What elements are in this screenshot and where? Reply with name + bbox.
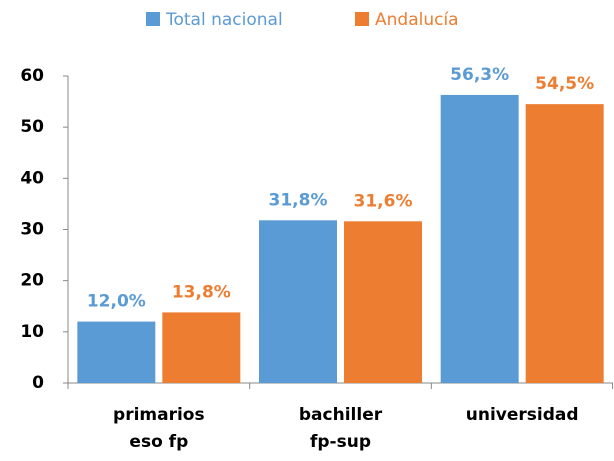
bar xyxy=(77,321,156,383)
y-tick-label: 20 xyxy=(20,271,44,291)
bar xyxy=(525,104,604,384)
value-label: 31,6% xyxy=(354,191,413,211)
y-tick-label: 60 xyxy=(20,66,44,86)
legend-label: Andalucía xyxy=(375,10,459,30)
y-tick-label: 30 xyxy=(20,220,44,240)
x-tick-label: eso fp xyxy=(129,432,188,452)
value-label: 54,5% xyxy=(535,74,594,94)
value-label: 31,8% xyxy=(269,190,328,210)
y-tick-label: 10 xyxy=(20,322,44,342)
y-tick-label: 50 xyxy=(20,117,44,137)
bar xyxy=(344,221,422,383)
x-tick-label: bachiller xyxy=(299,405,383,425)
value-label: 12,0% xyxy=(87,292,146,312)
bar xyxy=(259,220,337,383)
y-tick-label: 40 xyxy=(20,168,44,188)
bar xyxy=(440,94,519,383)
x-tick-label: universidad xyxy=(466,405,579,425)
value-label: 56,3% xyxy=(450,65,509,85)
x-tick-label: primarios xyxy=(113,405,205,425)
y-tick-label: 0 xyxy=(32,373,44,393)
bar xyxy=(162,312,241,383)
legend-swatch xyxy=(355,12,369,26)
legend-swatch xyxy=(146,12,160,26)
x-tick-label: fp-sup xyxy=(310,432,371,452)
value-label: 13,8% xyxy=(172,282,231,302)
legend-label: Total nacional xyxy=(165,10,283,30)
